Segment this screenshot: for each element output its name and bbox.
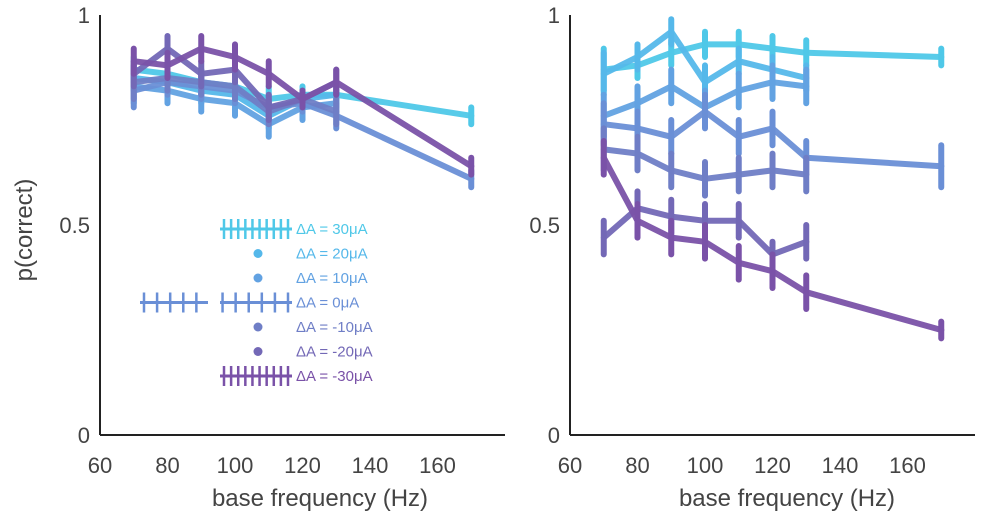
legend-label: ΔA = -20μA [296,344,373,361]
x-tick-label: 140 [352,453,389,478]
series-line [600,41,945,73]
series-line [600,154,945,333]
series-6 [130,33,475,178]
legend: ΔA = 30μA ΔA = 20μA ΔA = 10μA ΔA = 0μA ΔA = … [140,219,373,386]
legend-marker [253,273,263,283]
left-y-tick-labels: 00.51 [59,3,90,448]
x-tick-label: 60 [88,453,112,478]
x-tick-label: 60 [558,453,582,478]
right-x-axis-label: base frequency (Hz) [679,485,895,512]
legend-label: ΔA = 10μA [296,270,368,287]
x-tick-label: 100 [687,453,724,478]
right-panel: 00.51 60 80 100 120 140 160 base frequency (H… [529,3,975,512]
legend-marker [220,366,292,386]
left-panel: ΔA = 30μA ΔA = 20μA ΔA = 10μA ΔA = 0μA ΔA = … [11,3,505,512]
legend-marker [220,219,292,239]
x-tick-label: 80 [625,453,649,478]
legend-label: ΔA = -30μA [296,368,373,385]
series-line [600,108,945,170]
y-tick-label: 0.5 [529,213,560,238]
legend-item: ΔA = -30μA [220,366,373,386]
right-y-tick-labels: 00.51 [529,3,560,448]
legend-marker [253,347,263,356]
x-tick-label: 120 [284,453,321,478]
x-tick-label: 160 [419,453,456,478]
x-tick-label: 120 [754,453,791,478]
legend-item: ΔA = 20μA [253,246,368,263]
y-tick-label: 1 [78,3,90,28]
y-tick-label: 0 [548,423,560,448]
right-plot-area [600,16,945,342]
y-tick-label: 0 [78,423,90,448]
legend-label: ΔA = 0μA [296,295,359,312]
series-4 [600,125,810,199]
legend-item: ΔA = 30μA [220,219,368,239]
legend-label: ΔA = 30μA [296,221,368,238]
x-tick-label: 100 [217,453,254,478]
legend-item: ΔA = 0μA [140,292,359,313]
series-6 [600,138,945,342]
left-plot-area [130,33,475,191]
legend-marker [253,249,263,258]
series-3 [600,91,945,191]
x-tick-label: 80 [155,453,179,478]
legend-label: ΔA = -10μA [296,319,373,336]
legend-item: ΔA = -10μA [253,319,373,336]
legend-marker [253,322,263,332]
legend-marker [140,292,292,313]
legend-item: ΔA = 10μA [253,270,368,287]
y-tick-label: 1 [548,3,560,28]
y-tick-label: 0.5 [59,213,90,238]
x-tick-label: 140 [822,453,859,478]
legend-item: ΔA = -20μA [253,344,373,361]
right-x-tick-labels: 60 80 100 120 140 160 [558,453,926,478]
x-tick-label: 160 [889,453,926,478]
legend-label: ΔA = 20μA [296,246,368,263]
series-line [130,45,475,170]
left-y-axis-label: p(correct) [11,179,38,282]
left-x-axis-label: base frequency (Hz) [212,485,428,512]
left-x-tick-labels: 60 80 100 120 140 160 [88,453,456,478]
